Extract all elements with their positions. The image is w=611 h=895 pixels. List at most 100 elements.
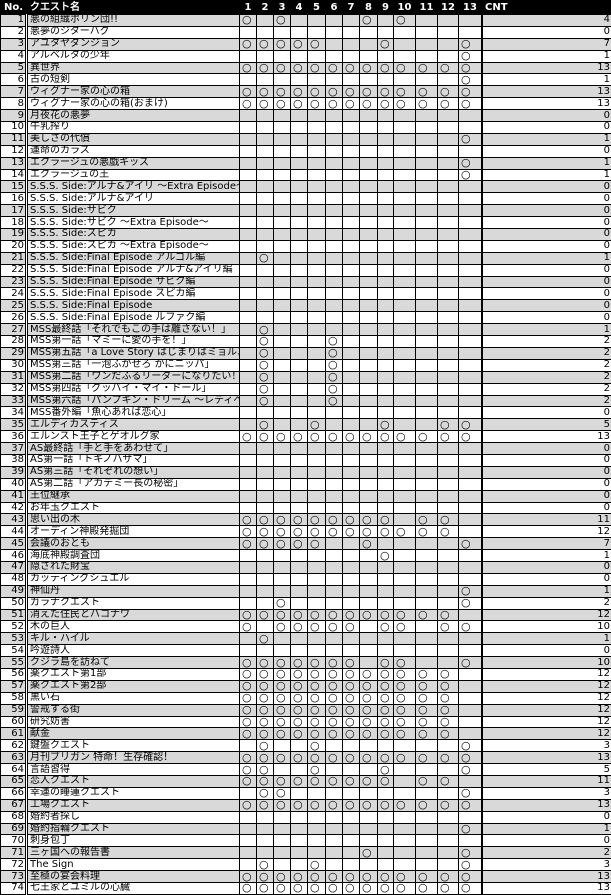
empty-cell: [342, 14, 360, 27]
empty-cell: [307, 358, 326, 372]
quest-name: 月夜花の悪夢: [26, 109, 240, 123]
empty-cell: [273, 216, 291, 230]
empty-cell: [377, 25, 394, 39]
empty-cell: [437, 239, 459, 253]
empty-cell: [239, 299, 257, 313]
row-number: 66: [0, 786, 28, 800]
empty-cell: [325, 572, 343, 586]
empty-cell: [325, 763, 343, 776]
header-column-1: 1: [239, 0, 257, 15]
empty-cell: [359, 739, 378, 753]
count-cell: 1: [480, 132, 611, 146]
count-cell: 12: [480, 703, 611, 717]
empty-cell: [325, 822, 343, 836]
quest-name: AS第一話「トキノハザマ」: [26, 453, 240, 467]
empty-cell: [307, 275, 326, 289]
row-number: 38: [0, 453, 28, 467]
circle-mark-icon: ○: [393, 656, 416, 669]
circle-mark-icon: ○: [458, 858, 482, 872]
count-cell: 12: [480, 667, 611, 681]
empty-cell: [325, 442, 343, 455]
row-number: 72: [0, 858, 28, 872]
quest-name: S.S.S. Side:Final Episode アルゴル編: [26, 251, 240, 265]
empty-cell: [325, 204, 343, 218]
empty-cell: [256, 311, 274, 325]
empty-cell: [437, 596, 459, 610]
circle-mark-icon: ○: [273, 882, 291, 895]
empty-cell: [437, 656, 459, 669]
empty-cell: [256, 263, 274, 277]
empty-cell: [273, 275, 291, 289]
circle-mark-icon: ○: [415, 61, 438, 75]
empty-cell: [273, 822, 291, 836]
empty-cell: [307, 810, 326, 824]
circle-mark-icon: ○: [256, 358, 274, 372]
count-cell: 0: [480, 572, 611, 586]
empty-cell: [377, 382, 394, 396]
empty-cell: [415, 477, 438, 491]
empty-cell: [437, 335, 459, 348]
circle-mark-icon: ○: [307, 85, 326, 99]
empty-cell: [307, 382, 326, 396]
circle-mark-icon: ○: [458, 584, 482, 598]
empty-cell: [415, 394, 438, 408]
quest-name: 黒い石: [26, 691, 240, 705]
empty-cell: [307, 560, 326, 574]
empty-cell: [415, 763, 438, 776]
circle-mark-icon: ○: [273, 667, 291, 681]
empty-cell: [359, 121, 378, 134]
table-row: 72 The Sign ○ ○ ○ 3: [0, 858, 611, 872]
table-row: 49 神仙丹 ○ 1: [0, 584, 611, 598]
empty-cell: [415, 537, 438, 551]
table-row: 45 会議のおとも ○ ○ ○ ○ ○ ○ ○ 7: [0, 537, 611, 551]
row-number: 52: [0, 620, 28, 634]
empty-cell: [325, 311, 343, 325]
empty-cell: [273, 204, 291, 218]
circle-mark-icon: ○: [307, 882, 326, 895]
empty-cell: [415, 572, 438, 586]
count-cell: 12: [480, 691, 611, 705]
empty-cell: [342, 358, 360, 372]
empty-cell: [307, 549, 326, 562]
empty-cell: [273, 549, 291, 562]
empty-cell: [359, 453, 378, 467]
count-cell: 0: [480, 121, 611, 134]
circle-mark-icon: ○: [325, 346, 343, 360]
row-number: 8: [0, 97, 28, 111]
empty-cell: [359, 418, 378, 432]
empty-cell: [239, 239, 257, 253]
circle-mark-icon: ○: [325, 691, 343, 705]
empty-cell: [342, 192, 360, 206]
count-cell: 13: [480, 85, 611, 99]
circle-mark-icon: ○: [273, 97, 291, 111]
row-number: 56: [0, 667, 28, 681]
table-row: 42 お年玉クエスト 0: [0, 501, 611, 515]
circle-mark-icon: ○: [377, 525, 394, 539]
empty-cell: [393, 263, 416, 277]
circle-mark-icon: ○: [393, 703, 416, 717]
circle-mark-icon: ○: [437, 97, 459, 111]
empty-cell: [307, 49, 326, 63]
empty-cell: [437, 121, 459, 134]
quest-name: ウィグナー家の心の箱: [26, 85, 240, 99]
empty-cell: [458, 144, 482, 158]
circle-mark-icon: ○: [325, 715, 343, 729]
count-cell: 0: [480, 311, 611, 325]
circle-mark-icon: ○: [377, 85, 394, 99]
count-cell: 13: [480, 751, 611, 765]
circle-mark-icon: ○: [307, 430, 326, 444]
empty-cell: [325, 489, 343, 503]
quest-name: 吟遊詩人: [26, 644, 240, 658]
empty-cell: [377, 442, 394, 455]
table-row: 1 悪の組織ポリン団!! ○ ○ ○ ○ 4: [0, 14, 611, 27]
empty-cell: [325, 275, 343, 289]
circle-mark-icon: ○: [256, 85, 274, 99]
circle-mark-icon: ○: [437, 703, 459, 717]
quest-name: MSS第三話「一泡ふかせろ かにニッパ」: [26, 358, 240, 372]
empty-cell: [239, 560, 257, 574]
empty-cell: [307, 346, 326, 360]
quest-name: AS第三話「それぞれの想い」: [26, 465, 240, 479]
empty-cell: [377, 144, 394, 158]
empty-cell: [239, 739, 257, 753]
